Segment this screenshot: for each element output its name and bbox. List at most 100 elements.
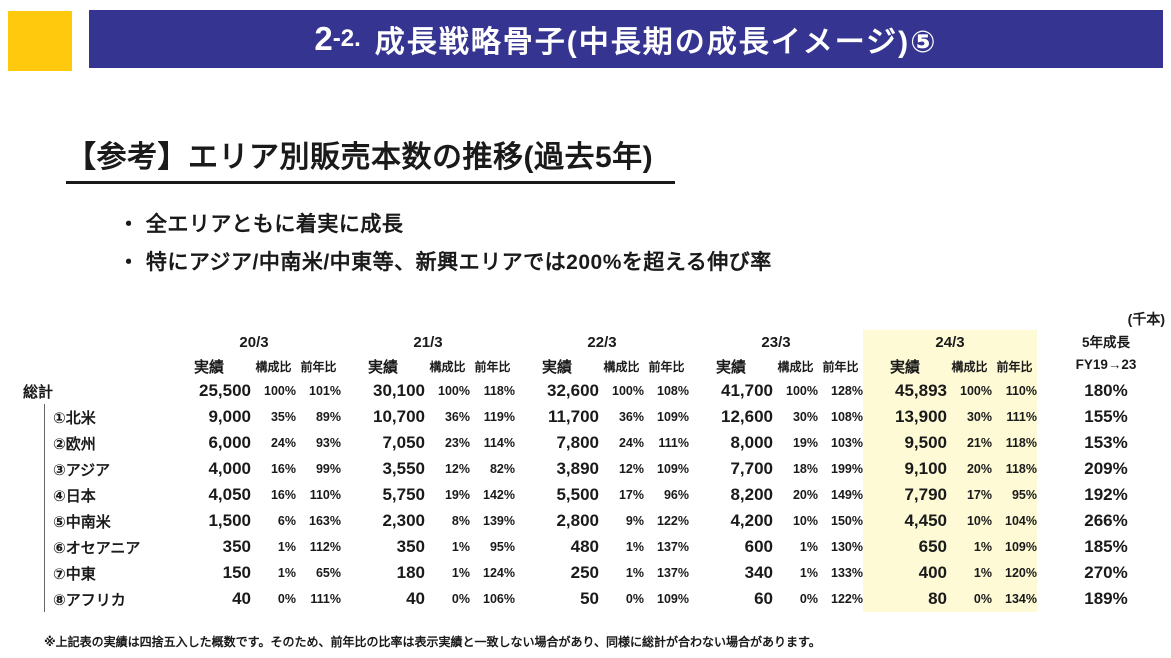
subheader-zennenhi: 前年比 [992,354,1037,378]
jisseki-value: 600 [744,537,773,556]
spacer [1037,430,1050,456]
kouseihi-value: 35% [270,410,296,424]
zennenhi-value: 110% [309,488,341,502]
jisseki-value: 80 [863,586,947,612]
jisseki-value: 30,100 [373,381,425,400]
growth-value: 155% [1084,407,1128,426]
jisseki-value: 6,000 [208,433,251,452]
region-label: ①北米 [23,404,167,430]
kouseihi-value: 23% [444,436,470,450]
subheader-kouseihi: 構成比 [777,359,814,374]
year-header: 21/3 [413,333,443,351]
growth-value: 266% [1084,511,1128,530]
kouseihi-value: 18% [792,462,818,476]
growth-value: 189% [1084,589,1128,608]
banner-section-subnumber: -2. [332,25,361,52]
kouseihi-value: 1% [451,566,470,580]
jisseki-value: 12,600 [721,407,773,426]
jisseki-value: 4,200 [730,511,773,530]
subheader-kouseihi: 構成比 [429,359,466,374]
zennenhi-value: 163% [309,514,341,528]
zennenhi-value: 134% [992,586,1037,612]
kouseihi-value: 17% [618,488,644,502]
table-header: 20/3 21/3 22/3 23/3 24/3 5年成長 FY19→23 実績 構成比 前年比実… [23,330,1162,378]
zennenhi-value: 89% [315,410,341,424]
footnote: ※上記表の実績は四捨五入した概数です。そのため、前年比の比率は表示実績と一致しな… [44,635,821,649]
growth-value: 270% [1084,563,1128,582]
jisseki-value: 2,800 [556,511,599,530]
jisseki-value: 7,700 [730,459,773,478]
jisseki-value: 2,300 [382,511,425,530]
kouseihi-value: 100% [264,384,296,398]
table-row: ⑦中東 150 1% 65% 180 1% 124% 250 1% 137% 340 1% 133% 40… [23,560,1162,586]
jisseki-value: 480 [570,537,599,556]
subheader-jisseki: 実績 [193,358,224,376]
region-label: ⑤中南米 [23,508,167,534]
zennenhi-value: 108% [831,410,863,424]
zennenhi-value: 109% [657,462,689,476]
kouseihi-value: 1% [277,566,296,580]
jisseki-value: 11,700 [547,407,599,426]
kouseihi-value: 16% [270,488,296,502]
zennenhi-value: 133% [831,566,863,580]
zennenhi-value: 150% [831,514,863,528]
year-header: 20/3 [239,333,269,351]
kouseihi-value: 24% [618,436,644,450]
zennenhi-value: 108% [657,384,689,398]
jisseki-value: 340 [744,563,773,582]
table-row: ⑥オセアニア 350 1% 112% 350 1% 95% 480 1% 137% 600 1% 130… [23,534,1162,560]
table-row: ⑧アフリカ 40 0% 111% 40 0% 106% 50 0% 109% 60 0% 122% 80 0… [23,586,1162,612]
jisseki-value: 9,500 [863,430,947,456]
zennenhi-value: 130% [831,540,863,554]
region-label: ②欧州 [23,430,167,456]
zennenhi-value: 124% [483,566,515,580]
zennenhi-value: 101% [309,384,341,398]
region-column-header [23,330,167,378]
kouseihi-value: 0% [947,586,992,612]
jisseki-value: 9,100 [863,456,947,482]
jisseki-value: 4,450 [863,508,947,534]
subheader-zennenhi: 前年比 [300,359,337,374]
jisseki-value: 4,050 [208,485,251,504]
header-row-years: 20/3 21/3 22/3 23/3 24/3 5年成長 FY19→23 [23,330,1162,372]
year-header: 23/3 [761,333,791,351]
jisseki-value: 4,000 [208,459,251,478]
spacer [1037,456,1050,482]
spacer [1037,404,1050,430]
bullet-item: ・ 特にアジア/中南米/中東等、新興エリアでは200%を超える伸び率 [118,251,772,274]
zennenhi-value: 93% [315,436,341,450]
zennenhi-value: 122% [831,592,863,606]
zennenhi-value: 119% [483,410,515,424]
jisseki-value: 400 [863,560,947,586]
kouseihi-value: 1% [947,560,992,586]
jisseki-value: 10,700 [373,407,425,426]
zennenhi-value: 111% [310,592,341,606]
jisseki-value: 50 [580,589,599,608]
kouseihi-value: 16% [270,462,296,476]
growth-header-line: 5年成長 [1081,334,1130,350]
kouseihi-value: 36% [444,410,470,424]
spacer [1037,482,1050,508]
jisseki-value: 41,700 [721,381,773,400]
kouseihi-value: 17% [947,482,992,508]
subheader-zennenhi: 前年比 [474,359,511,374]
zennenhi-value: 199% [831,462,863,476]
zennenhi-value: 120% [992,560,1037,586]
jisseki-value: 350 [396,537,425,556]
jisseki-value: 150 [222,563,251,582]
kouseihi-value: 36% [618,410,644,424]
zennenhi-value: 99% [315,462,341,476]
table-row: ④日本 4,050 16% 110% 5,750 19% 142% 5,500 17% 96% 8,… [23,482,1162,508]
growth-value: 192% [1084,485,1128,504]
kouseihi-value: 19% [444,488,470,502]
table-row: ①北米 9,000 35% 89% 10,700 36% 119% 11,700 36% 109%… [23,404,1162,430]
jisseki-value: 8,200 [730,485,773,504]
region-label: ⑦中東 [23,560,167,586]
table-row: ③アジア 4,000 16% 99% 3,550 12% 82% 3,890 12% 109% 7,… [23,456,1162,482]
kouseihi-value: 19% [792,436,818,450]
jisseki-value: 5,500 [556,485,599,504]
zennenhi-value: 122% [657,514,689,528]
zennenhi-value: 111% [992,404,1037,430]
kouseihi-value: 1% [799,540,818,554]
kouseihi-value: 20% [792,488,818,502]
